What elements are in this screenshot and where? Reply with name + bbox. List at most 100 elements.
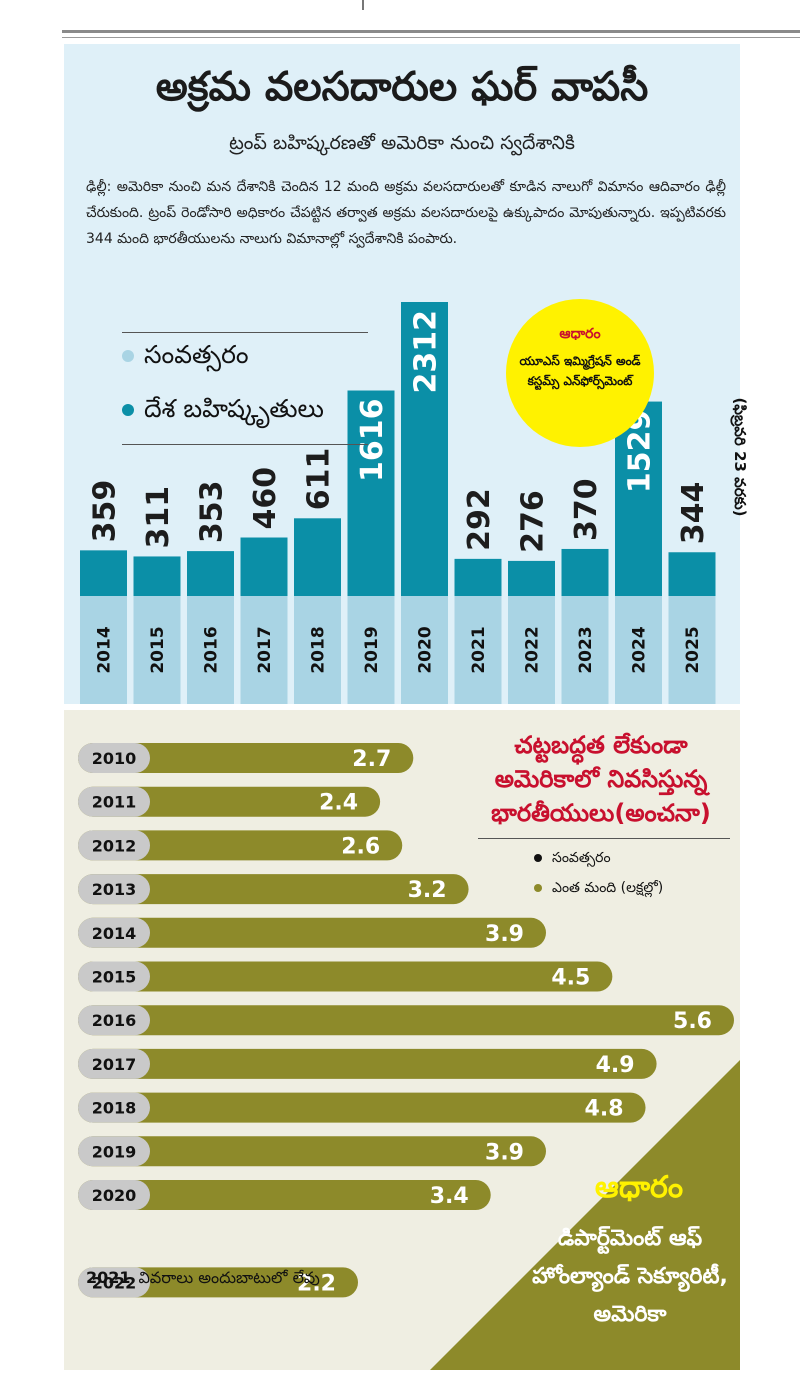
year-band-2020 [401, 596, 448, 704]
bar-2025 [668, 552, 716, 596]
lower-source-body: డిపార్ట్‌మెంట్ ఆఫ్ హోంల్యాండ్ సెక్యూరిటీ… [532, 1226, 728, 1327]
bar-2019 [78, 1136, 546, 1167]
data-label-2016: 353 [195, 480, 230, 543]
bar-2014 [80, 550, 127, 596]
legend-dot-deportees [122, 404, 134, 416]
bar-2011 [78, 786, 381, 817]
data-label-2016: 5.6 [673, 1009, 712, 1034]
tick-label-2017: 2017 [255, 626, 275, 673]
top-rule [62, 30, 800, 33]
data-label-2018: 4.8 [585, 1097, 624, 1122]
tick-label-2024: 2024 [630, 626, 650, 673]
source-triangle [430, 1060, 740, 1370]
year-pill-2012 [78, 830, 150, 861]
tick-label-2023: 2023 [576, 626, 596, 673]
year-band-2025 [668, 596, 716, 704]
tick-label-2014: 2014 [92, 924, 137, 943]
tick-label-2015: 2015 [148, 626, 168, 673]
bar-2021 [454, 558, 502, 596]
year-band-2022 [508, 596, 555, 704]
bar-2015 [78, 961, 613, 992]
no-data-row: 2021 వివరాలు అందుబాటులో లేవు [86, 1268, 320, 1291]
lower-legend-label-year: సంవత్సరం [552, 850, 611, 866]
lower-source-head: ఆధారం [594, 1170, 684, 1205]
year-band-2015 [133, 596, 181, 704]
year-pill-2020 [78, 1180, 150, 1210]
tick-label-2012: 2012 [92, 836, 137, 855]
tick-label-2019: 2019 [362, 626, 382, 673]
data-label-2025: 344 [676, 482, 711, 545]
data-label-2020: 3.4 [430, 1184, 469, 1209]
data-label-2010: 2.7 [352, 747, 391, 772]
tick-label-2014: 2014 [95, 626, 115, 673]
bar-2020 [401, 302, 448, 596]
year-band-2021 [454, 596, 502, 704]
bar-2024 [615, 401, 662, 596]
page-subtitle: ట్రంప్ బహిష్కరణతో అమెరికా నుంచి స్వదేశాన… [229, 132, 575, 154]
year-pill-2013 [78, 874, 150, 905]
data-label-2017: 460 [248, 467, 283, 530]
deportation-panel: 2014 359 2015 311 2016 353 2017 460 2018 611 2019 1… [64, 44, 749, 704]
bar-2010 [78, 743, 414, 773]
bar-2020 [78, 1180, 491, 1210]
legend-rule-bottom [122, 444, 368, 445]
data-label-2014: 359 [88, 480, 123, 543]
tick-label-2016: 2016 [92, 1011, 137, 1030]
bar-2019 [347, 390, 395, 596]
no-data-year: 2021 [86, 1268, 131, 1287]
bar-2012 [78, 830, 403, 861]
year-pill-2011 [78, 786, 150, 817]
source-badge-body: యూఎస్ ఇమ్మిగ్రేషన్ అండ్ కస్టమ్స్ ఎన్‌ఫోర… [519, 354, 641, 388]
legend-rule-top [122, 332, 368, 333]
year-pill-2010 [78, 743, 150, 773]
year-pill-2016 [78, 1005, 150, 1036]
data-label-2015: 4.5 [551, 966, 590, 991]
year-band-2017 [240, 596, 288, 704]
page-tick-mark [362, 0, 364, 10]
bar-2016 [78, 1005, 734, 1036]
top-rule-thin [62, 37, 800, 38]
tick-label-2018: 2018 [309, 626, 329, 673]
article-text: ఢిల్లీ: అమెరికా నుంచి మన దేశానికి చెందిన… [86, 179, 726, 247]
data-label-2020: 2312 [409, 310, 444, 394]
data-label-2014: 3.9 [485, 922, 524, 947]
data-label-2019: 1616 [355, 399, 390, 483]
no-data-text: వివరాలు అందుబాటులో లేవు [138, 1268, 320, 1287]
data-label-2022: 2.2 [297, 1271, 336, 1296]
lower-legend-year: సంవత్సరం [534, 850, 611, 869]
data-label-2023: 370 [569, 478, 604, 541]
bar-2015 [133, 556, 181, 596]
year-pill-2017 [78, 1048, 150, 1079]
data-label-2015: 311 [141, 486, 176, 549]
year-band-2014 [80, 596, 127, 704]
year-pill-2022 [78, 1267, 150, 1298]
bar-2016 [187, 551, 234, 596]
lower-legend-dot-count [534, 884, 542, 892]
tick-label-2021: 2021 [469, 626, 489, 673]
bar-2018 [294, 518, 341, 596]
lower-title: చట్టబద్ధత లేకుండా అమెరికాలో నివసిస్తున్న… [491, 731, 711, 827]
bar-2022 [78, 1267, 358, 1298]
year-band-2024 [615, 596, 662, 704]
tick-label-2019: 2019 [92, 1142, 137, 1161]
tick-label-2018: 2018 [92, 1099, 137, 1118]
legend-label-year: సంవత్సరం [144, 340, 249, 369]
legend-dot-year [122, 350, 134, 362]
tick-label-2022: 2022 [523, 626, 543, 673]
tick-label-2010: 2010 [92, 749, 137, 768]
data-label-2018: 611 [302, 448, 337, 511]
source-badge-head: ఆధారం [559, 326, 601, 342]
tick-label-2025: 2025 [683, 626, 703, 673]
bar-2017 [78, 1048, 657, 1079]
tick-label-2016: 2016 [202, 626, 222, 673]
deportation-chart: 2014 359 2015 311 2016 353 2017 460 2018 611 2019 1… [80, 302, 716, 704]
data-label-2019: 3.9 [485, 1140, 524, 1165]
year-pill-2014 [78, 917, 150, 948]
tick-label-2017: 2017 [92, 1055, 137, 1074]
year-band-2018 [294, 596, 341, 704]
tick-label-2015: 2015 [92, 968, 137, 987]
tick-label-2013: 2013 [92, 880, 137, 899]
legend-item-deportees: దేశ బహిష్కృతులు [122, 394, 324, 430]
tick-label-2020: 2020 [416, 626, 436, 673]
year-pill-2015 [78, 961, 150, 992]
